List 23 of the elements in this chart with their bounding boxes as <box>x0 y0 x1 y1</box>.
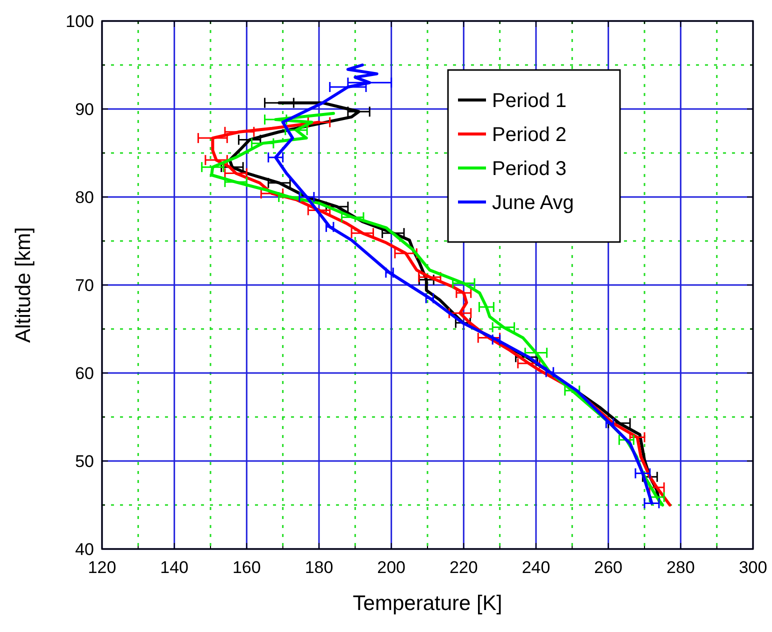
legend-label: Period 2 <box>492 124 566 146</box>
y-tick-label: 90 <box>75 100 94 119</box>
x-tick-label: 160 <box>232 558 261 577</box>
x-tick-label: 200 <box>377 558 406 577</box>
x-tick-label: 240 <box>522 558 550 577</box>
x-axis-title: Temperature [K] <box>352 592 502 615</box>
x-tick-label: 260 <box>594 558 623 577</box>
y-tick-label: 70 <box>75 276 94 295</box>
y-tick-label: 60 <box>75 364 94 383</box>
x-tick-label: 220 <box>449 558 478 577</box>
y-tick-label: 40 <box>75 540 94 559</box>
x-tick-label: 180 <box>304 558 334 577</box>
legend-label: Period 3 <box>492 158 566 180</box>
x-tick-label: 280 <box>666 558 695 577</box>
legend-label: Period 1 <box>492 90 566 112</box>
y-tick-label: 80 <box>75 188 94 207</box>
x-tick-label: 300 <box>738 558 768 577</box>
x-tick-label: 140 <box>160 558 189 577</box>
y-axis-title: Altitude [km] <box>12 227 35 343</box>
y-tick-label: 100 <box>66 12 94 31</box>
y-tick-label: 50 <box>75 452 94 471</box>
x-tick-label: 120 <box>88 558 116 577</box>
legend-label: June Avg <box>492 192 574 214</box>
